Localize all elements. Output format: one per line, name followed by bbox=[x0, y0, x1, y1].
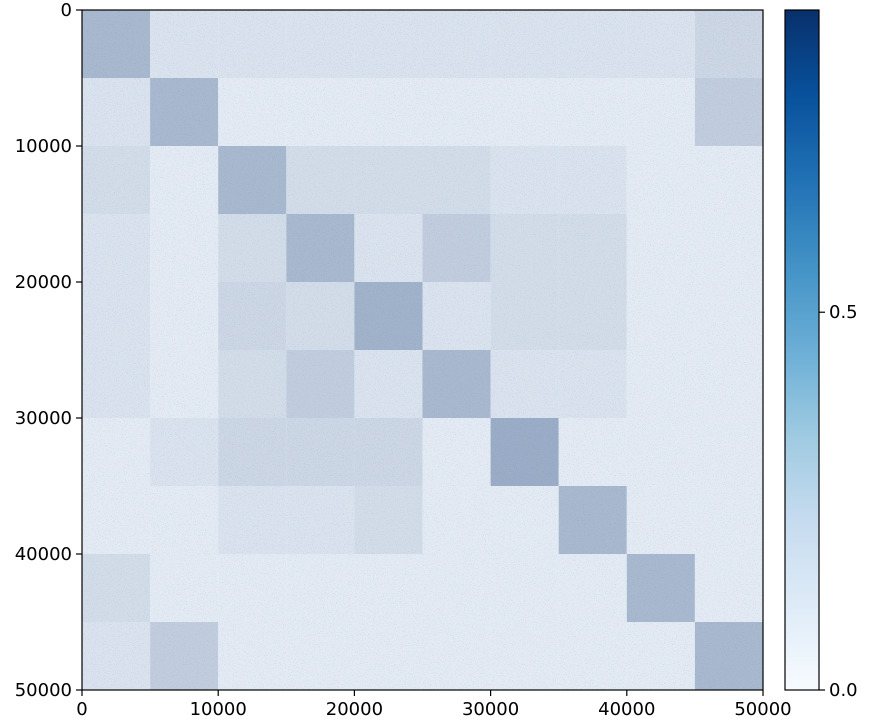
x-tick-label: 0 bbox=[76, 699, 87, 720]
y-tick-label: 30000 bbox=[15, 408, 72, 429]
y-tick-label: 0 bbox=[61, 0, 72, 21]
y-tick-label: 20000 bbox=[15, 272, 72, 293]
x-tick-label: 10000 bbox=[190, 699, 247, 720]
colorbar-tick-label: 0.5 bbox=[829, 302, 858, 323]
y-tick-label: 10000 bbox=[15, 136, 72, 157]
heatmap-texture bbox=[82, 10, 763, 690]
x-tick-label: 30000 bbox=[462, 699, 519, 720]
plot-frame bbox=[81, 9, 764, 691]
colorbar-tick-label: 0.0 bbox=[829, 680, 858, 701]
x-tick-label: 40000 bbox=[598, 699, 655, 720]
x-tick-label: 20000 bbox=[326, 699, 383, 720]
colorbar bbox=[784, 9, 820, 691]
x-axis: 0 10000 20000 30000 40000 50000 bbox=[76, 690, 792, 720]
y-tick-label: 40000 bbox=[15, 544, 72, 565]
y-tick-label: 50000 bbox=[15, 680, 72, 701]
colorbar-axis: 0.0 0.5 bbox=[819, 302, 858, 701]
y-axis: 0 10000 20000 30000 40000 50000 bbox=[15, 0, 82, 701]
x-tick-label: 50000 bbox=[734, 699, 791, 720]
